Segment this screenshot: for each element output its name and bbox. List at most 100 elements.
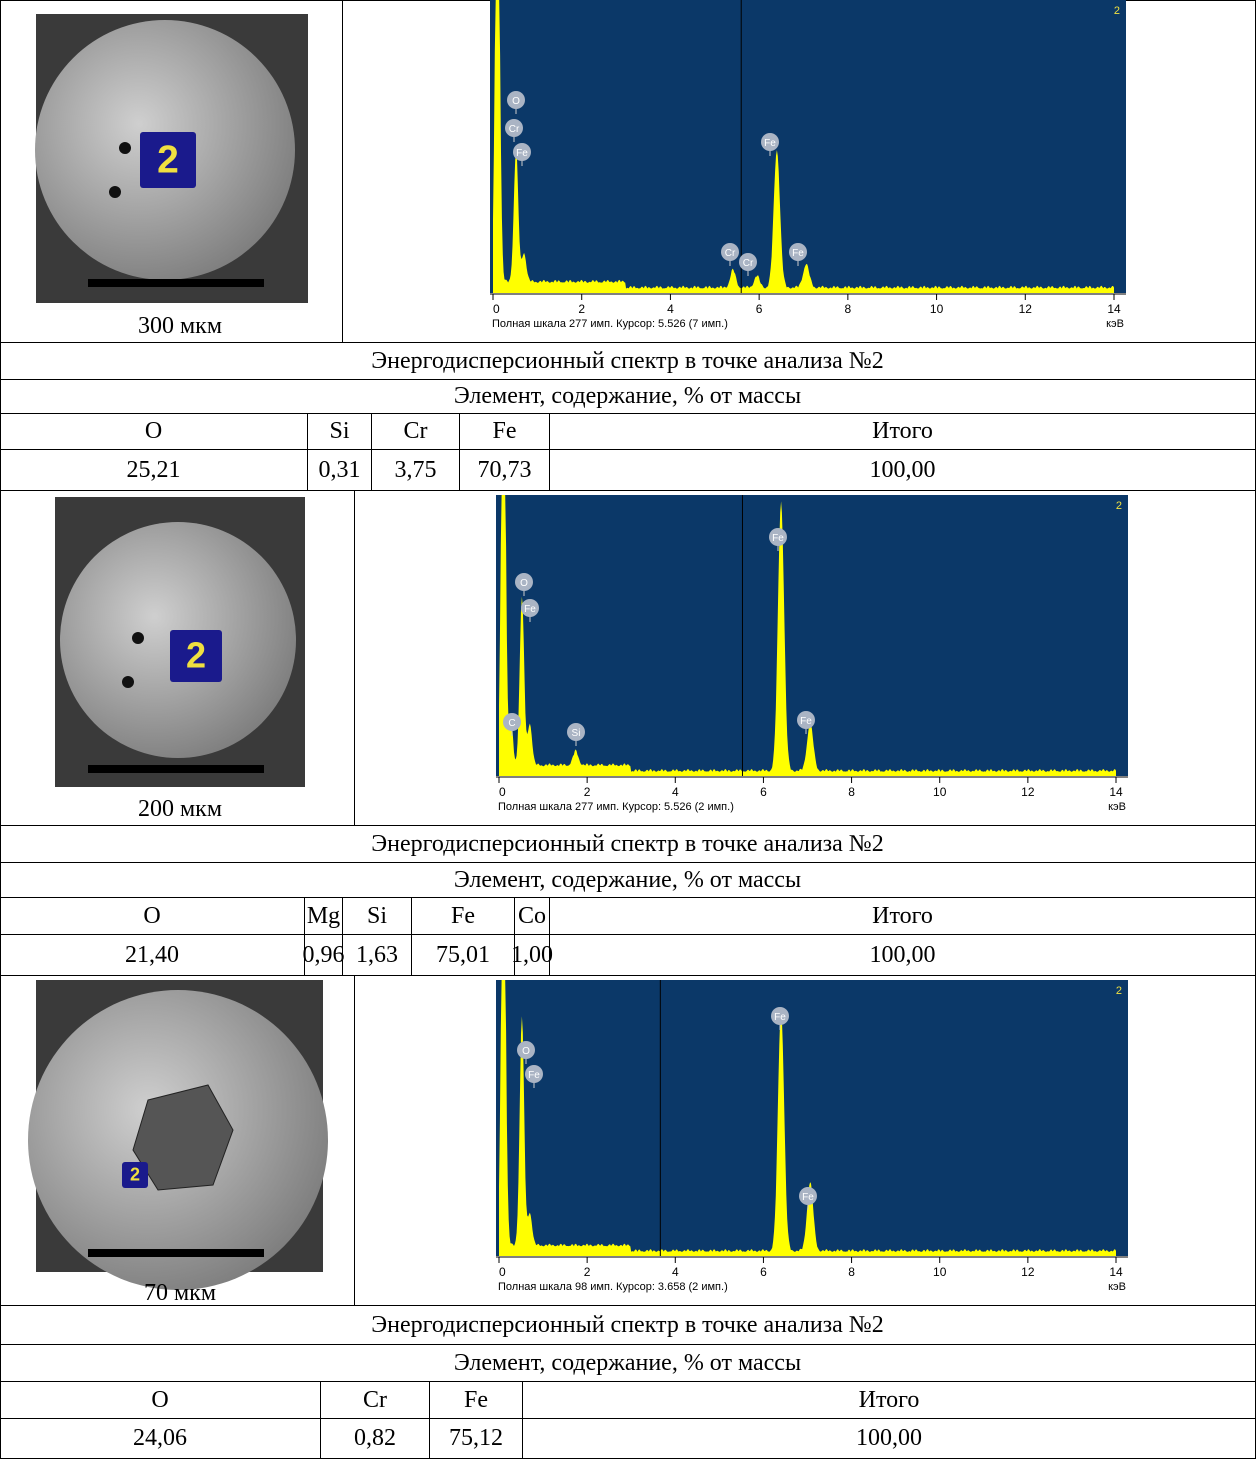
value-cell: 0,82 (321, 1419, 430, 1459)
tick-label: 10 (933, 1265, 947, 1279)
status-text: Полная шкала 98 имп. Курсор: 3.658 (2 им… (498, 1281, 728, 1293)
column-header: O (0, 1382, 321, 1419)
peak-label: Fe (764, 138, 776, 149)
tick-label: 6 (760, 785, 767, 799)
column-header: Fe (412, 898, 515, 935)
column-header: Mg (305, 898, 343, 935)
peak-badge (513, 143, 531, 161)
peak-badge (721, 243, 739, 261)
sem-photo: 2 300 мкм (35, 14, 308, 339)
value-cell: 1,63 (343, 935, 412, 976)
tick-label: 0 (499, 785, 506, 799)
value-cell: 25,21 (0, 450, 308, 491)
unit-label: кэВ (1108, 801, 1126, 813)
status-text: Полная шкала 277 имп. Курсор: 5.526 (7 и… (492, 318, 728, 330)
column-header: Итого (523, 1382, 1256, 1419)
column-header: Si (343, 898, 412, 935)
peak-label: O (512, 96, 520, 107)
peak-badge (799, 1187, 817, 1205)
status-text: Полная шкала 277 имп. Курсор: 5.526 (2 и… (498, 801, 734, 813)
tick-label: 14 (1109, 785, 1123, 799)
spectrum: 2 O Cr Fe Cr Cr Fe Fe 0 2 4 6 8 10 12 14 Полная шкала 27… (490, 0, 1126, 330)
column-header: Co (515, 898, 550, 935)
peak-badge (503, 713, 521, 731)
photo-cell (0, 976, 355, 1306)
photo-cell (0, 0, 343, 343)
peak-badge (769, 528, 787, 546)
tick-label: 8 (848, 785, 855, 799)
marker-label: 2 (130, 1165, 140, 1185)
spectrum-index: 2 (1116, 500, 1122, 512)
peak-badge (761, 133, 779, 151)
scale-label: 70 мкм (144, 1280, 216, 1305)
scale-label: 200 мкм (138, 796, 222, 822)
pore (119, 142, 131, 154)
peak-label: Fe (792, 248, 804, 259)
tick-label: 14 (1109, 1265, 1123, 1279)
subheader: Элемент, содержание, % от массы (0, 380, 1256, 414)
marker-label: 2 (186, 634, 206, 675)
subheader: Элемент, содержание, % от массы (0, 863, 1256, 898)
photo-cell (0, 491, 355, 826)
value-cell: 75,01 (412, 935, 515, 976)
value-cell: 75,12 (430, 1419, 523, 1459)
sem-photo: 2 200 мкм (55, 497, 305, 822)
unit-label: кэВ (1106, 318, 1124, 330)
pore (109, 186, 121, 198)
peak-badge (797, 711, 815, 729)
pore (132, 632, 144, 644)
peak-badge (739, 253, 757, 271)
tick-label: 14 (1107, 302, 1121, 316)
peak-badge (525, 1065, 543, 1083)
caption: Энергодисперсионный спектр в точке анали… (0, 343, 1256, 380)
peak-label: Fe (516, 148, 528, 159)
subheader: Элемент, содержание, % от массы (0, 1345, 1256, 1382)
value-cell: 3,75 (372, 450, 460, 491)
peak-badge (507, 91, 525, 109)
sem-photo: 2 70 мкм (28, 980, 328, 1305)
marker-box (170, 630, 222, 682)
scale-bar (88, 765, 264, 773)
spectrum-background (490, 0, 1126, 293)
value-cell: 100,00 (550, 935, 1256, 976)
peak-label: Fe (528, 1070, 540, 1081)
column-header: Итого (550, 414, 1256, 450)
column-header: Fe (430, 1382, 523, 1419)
tick-label: 2 (584, 1265, 591, 1279)
peak-label: Fe (774, 1012, 786, 1023)
column-header: Итого (550, 898, 1256, 935)
column-header: Cr (321, 1382, 430, 1419)
peak-label: Fe (524, 604, 536, 615)
tick-label: 8 (848, 1265, 855, 1279)
value-cell: 21,40 (0, 935, 305, 976)
peak-label: O (520, 578, 528, 589)
column-header: O (0, 898, 305, 935)
marker-box (122, 1162, 148, 1188)
peak-label: Fe (802, 1192, 814, 1203)
column-header: Cr (372, 414, 460, 450)
peak-badge (515, 573, 533, 591)
peak-label: Cr (509, 124, 520, 135)
peak-label: Fe (772, 533, 784, 544)
column-header: O (0, 414, 308, 450)
tick-label: 2 (578, 302, 585, 316)
unit-label: кэВ (1108, 1281, 1126, 1293)
spectrum-index: 2 (1116, 985, 1122, 997)
tick-label: 12 (1021, 785, 1035, 799)
column-header: Fe (460, 414, 550, 450)
value-cell: 24,06 (0, 1419, 321, 1459)
caption: Энергодисперсионный спектр в точке анали… (0, 826, 1256, 863)
peak-badge (567, 723, 585, 741)
column-header: Si (308, 414, 372, 450)
tick-label: 12 (1021, 1265, 1035, 1279)
pore (122, 676, 134, 688)
value-cell: 70,73 (460, 450, 550, 491)
scale-label: 300 мкм (138, 313, 222, 339)
tick-label: 10 (933, 785, 947, 799)
value-cell: 100,00 (550, 450, 1256, 491)
spectrum-index: 2 (1114, 5, 1120, 17)
tick-label: 0 (493, 302, 500, 316)
spectrum: 2 O Fe Fe Fe 0 2 4 6 8 10 12 14 Полная шкала 98 имп. … (496, 980, 1128, 1293)
tick-label: 6 (760, 1265, 767, 1279)
